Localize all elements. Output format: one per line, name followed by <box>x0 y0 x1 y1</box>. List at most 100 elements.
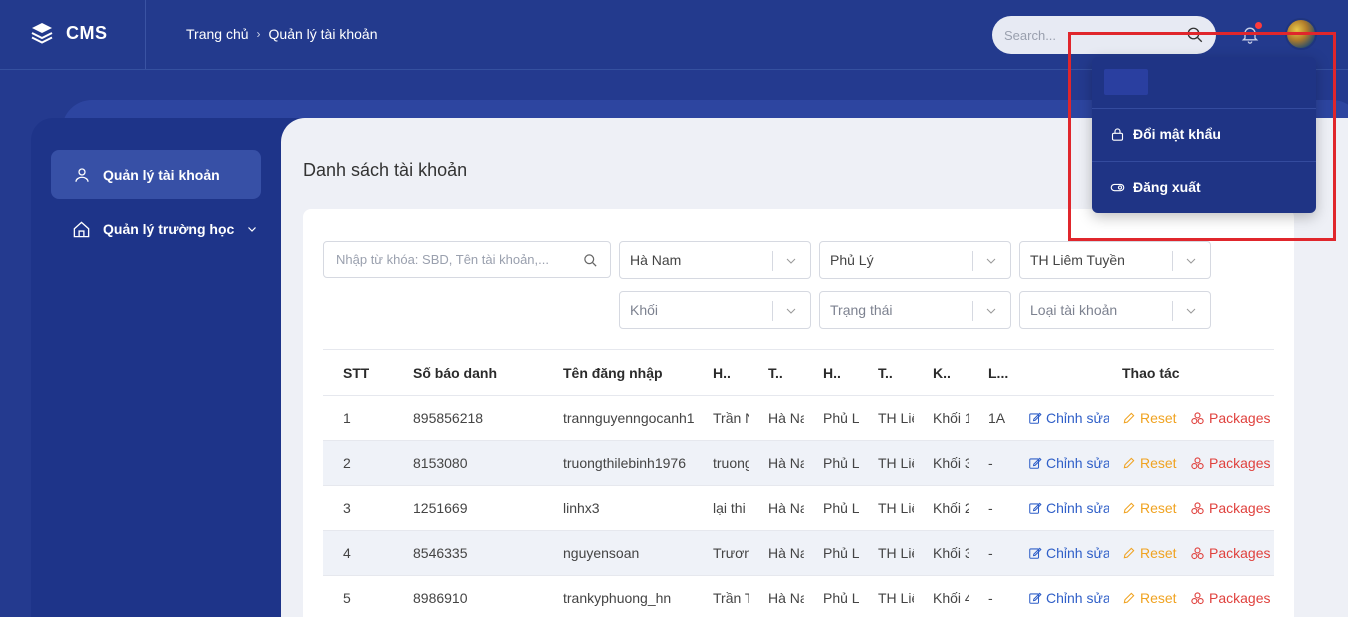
logo[interactable]: CMS <box>30 21 108 45</box>
header-col4: H.. <box>713 364 731 381</box>
cell-username: truongthilebinh1976 <box>563 455 686 471</box>
cell-grade: Khối 1 <box>933 410 969 426</box>
account-type-select[interactable]: Loại tài khoản <box>1019 291 1211 329</box>
user-dropdown: Đổi mật khẩu Đăng xuất <box>1092 57 1316 213</box>
brand-name: CMS <box>66 22 108 43</box>
edit-button[interactable]: Chỉnh sửa <box>1028 545 1109 561</box>
header-actions: Thao tác <box>1122 364 1180 381</box>
reset-button[interactable]: Reset <box>1122 500 1177 516</box>
cell-stt: 5 <box>343 590 351 606</box>
chevron-down-icon <box>248 227 257 232</box>
keyword-input[interactable] <box>336 252 566 267</box>
packages-icon <box>1191 501 1204 514</box>
chevron-down-icon <box>786 258 796 264</box>
cell-fullname: lại thi <box>713 500 746 516</box>
breadcrumb-home[interactable]: Trang chủ <box>186 26 249 42</box>
cell-school: TH Liê <box>878 500 914 516</box>
notification-dot <box>1255 22 1262 29</box>
chevron-down-icon <box>986 308 996 314</box>
edit-button[interactable]: Chỉnh sửa <box>1028 410 1109 426</box>
cell-province: Hà Na <box>768 410 804 426</box>
pencil-icon <box>1123 412 1135 424</box>
cell-stt: 3 <box>343 500 351 516</box>
header-search[interactable] <box>992 16 1216 54</box>
pencil-icon <box>1123 457 1135 469</box>
cell-sbd: 1251669 <box>413 500 468 516</box>
change-password-item[interactable]: Đổi mật khẩu <box>1110 126 1221 142</box>
cell-province: Hà Na <box>768 590 804 606</box>
edit-button[interactable]: Chỉnh sửa <box>1028 455 1109 471</box>
packages-button[interactable]: Packages <box>1190 410 1270 426</box>
edit-icon <box>1029 502 1042 514</box>
cell-fullname: Trần T <box>713 590 749 606</box>
packages-button[interactable]: Packages <box>1190 545 1270 561</box>
status-select[interactable]: Trạng thái <box>819 291 1011 329</box>
grade-select[interactable]: Khối <box>619 291 811 329</box>
logout-item[interactable]: Đăng xuất <box>1110 179 1201 195</box>
cell-grade: Khối 2 <box>933 500 969 516</box>
reset-button[interactable]: Reset <box>1122 410 1177 426</box>
header-col6: H.. <box>823 364 841 381</box>
packages-label: Packages <box>1209 410 1271 426</box>
sidebar-item-schools[interactable]: Quản lý trường học <box>72 218 258 240</box>
header-col9: L... <box>988 364 1009 381</box>
packages-icon <box>1191 456 1204 469</box>
edit-icon <box>1029 457 1042 469</box>
sidebar-item-label: Quản lý tài khoản <box>103 166 220 183</box>
reset-button[interactable]: Reset <box>1122 590 1177 606</box>
chevron-right-icon: › <box>256 27 261 41</box>
select-divider <box>772 251 773 271</box>
header-divider <box>145 0 146 69</box>
change-password-label: Đổi mật khẩu <box>1133 126 1221 142</box>
cell-sbd: 8546335 <box>413 545 468 561</box>
province-select[interactable]: Hà Nam <box>619 241 811 279</box>
pencil-icon <box>1123 592 1135 604</box>
menu-divider <box>1092 161 1316 162</box>
cell-district: Phủ L <box>823 500 859 516</box>
chevron-down-icon <box>786 308 796 314</box>
cell-grade: Khối 4 <box>933 590 969 606</box>
lock-icon <box>1111 127 1124 141</box>
edit-label: Chỉnh sửa <box>1046 455 1109 471</box>
edit-icon <box>1029 547 1042 559</box>
cell-class: - <box>988 545 993 561</box>
cell-fullname: Trươn <box>713 545 749 561</box>
cell-sbd: 8153080 <box>413 455 468 471</box>
reset-button[interactable]: Reset <box>1122 545 1177 561</box>
packages-button[interactable]: Packages <box>1190 500 1270 516</box>
district-select[interactable]: Phủ Lý <box>819 241 1011 279</box>
edit-button[interactable]: Chỉnh sửa <box>1028 590 1109 606</box>
packages-label: Packages <box>1209 500 1271 516</box>
keyword-search[interactable] <box>323 241 611 278</box>
cell-fullname: truong <box>713 455 749 471</box>
cell-district: Phủ L <box>823 590 859 606</box>
table-row: 5 8986910 trankyphuong_hn Trần T Hà Na Phủ L T… <box>323 575 1274 617</box>
header-col7: T.. <box>878 364 893 381</box>
packages-button[interactable]: Packages <box>1190 455 1270 471</box>
table-row: 3 1251669 linhx3 lại thi Hà Na Phủ L TH Liê Khố… <box>323 485 1274 530</box>
cell-grade: Khối 3 <box>933 545 969 561</box>
cell-district: Phủ L <box>823 410 859 426</box>
edit-label: Chỉnh sửa <box>1046 590 1109 606</box>
school-select[interactable]: TH Liêm Tuyền <box>1019 241 1211 279</box>
packages-label: Packages <box>1209 545 1271 561</box>
cell-school: TH Liê <box>878 545 914 561</box>
cell-sbd: 895856218 <box>413 410 484 426</box>
header-col5: T.. <box>768 364 783 381</box>
reset-button[interactable]: Reset <box>1122 455 1177 471</box>
select-divider <box>772 301 773 321</box>
select-divider <box>1172 251 1173 271</box>
search-icon[interactable] <box>583 253 598 268</box>
sidebar-item-accounts[interactable]: Quản lý tài khoản <box>51 150 261 199</box>
accounts-table: STT Số báo danh Tên đăng nhập H.. T.. H.… <box>323 349 1274 617</box>
sidebar-item-label: Quản lý trường học <box>103 221 235 237</box>
grade-placeholder: Khối <box>630 302 659 318</box>
packages-label: Packages <box>1209 455 1271 471</box>
reset-label: Reset <box>1140 410 1177 426</box>
cell-username: trankyphuong_hn <box>563 590 672 606</box>
edit-label: Chỉnh sửa <box>1046 500 1109 516</box>
search-input[interactable] <box>1004 27 1174 43</box>
cell-class: - <box>988 455 993 471</box>
packages-button[interactable]: Packages <box>1190 590 1270 606</box>
edit-button[interactable]: Chỉnh sửa <box>1028 500 1109 516</box>
